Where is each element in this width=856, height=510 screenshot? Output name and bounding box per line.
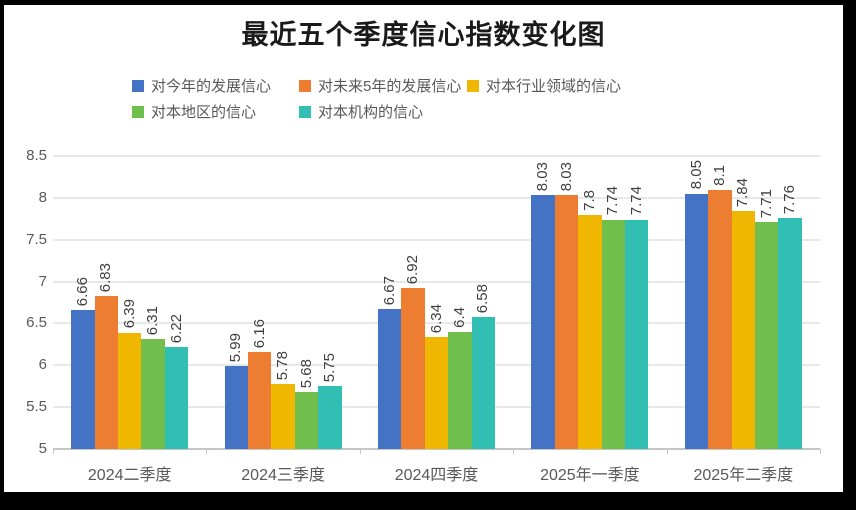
legend-swatch-icon <box>132 79 144 92</box>
bar <box>271 383 295 449</box>
x-category-label: 2024二季度 <box>87 467 172 484</box>
bar-value-label: 5.78 <box>274 350 292 380</box>
y-tick-label: 7.5 <box>26 230 47 248</box>
y-tick-label: 5.5 <box>26 398 47 416</box>
bar-value-label: 5.99 <box>227 332 245 363</box>
bar-value-label: 7.84 <box>734 178 752 208</box>
x-axis-tick <box>666 449 668 454</box>
bar-value-label: 5.68 <box>297 358 315 389</box>
gridline <box>53 196 820 199</box>
bar-value-label: 8.03 <box>557 162 575 192</box>
legend-label: 对本地区的信心 <box>151 104 257 121</box>
x-axis-tick <box>206 449 208 454</box>
bar-value-label: 8.05 <box>687 160 705 190</box>
x-category-label: 2024四季度 <box>394 467 479 484</box>
x-category-label: 2025年一季度 <box>540 467 640 484</box>
y-tick-label: 6 <box>38 356 47 374</box>
x-axis-tick <box>513 449 515 454</box>
legend-label: 对今年的发展信心 <box>151 78 272 95</box>
bar <box>471 316 495 449</box>
bar <box>401 288 425 449</box>
chart-title: 最近五个季度信心指数变化图 <box>241 20 606 51</box>
bar <box>164 346 189 449</box>
bar <box>755 222 779 449</box>
legend-swatch-icon <box>467 79 479 92</box>
bar <box>578 214 602 449</box>
bar <box>71 310 95 449</box>
legend-item: 对本地区的信心 <box>132 101 256 122</box>
y-tick-label: 8.5 <box>26 147 47 164</box>
bar-value-label: 6.4 <box>450 306 468 328</box>
y-tick-label: 8 <box>38 188 47 206</box>
bar <box>141 339 165 449</box>
bar-value-label: 6.31 <box>144 306 162 336</box>
bar <box>601 219 625 449</box>
bar <box>531 195 555 449</box>
bar <box>318 386 342 449</box>
legend-item: 对未来5年的发展信心 <box>299 75 461 96</box>
x-axis-line <box>53 448 820 450</box>
bar-value-label: 6.16 <box>250 318 268 348</box>
bar <box>248 351 272 449</box>
legend-item: 对今年的发展信心 <box>132 75 271 96</box>
chart-canvas: 最近五个季度信心指数变化图 对今年的发展信心 对未来5年的发展信心 对本行业领域的信… <box>4 5 843 492</box>
bar <box>378 309 402 449</box>
bar <box>294 392 319 449</box>
x-category-label: 2025年二季度 <box>693 467 794 484</box>
bar <box>94 295 118 449</box>
plot-area: 6.66 6.83 6.39 6.31 6.22 5.99 6.16 5.78 5.68 5.75… <box>53 155 821 454</box>
bar-value-label: 6.66 <box>73 276 91 307</box>
bar <box>424 336 449 449</box>
bar-value-label: 7.74 <box>627 186 645 216</box>
bar <box>684 193 709 449</box>
legend-item: 对本行业领域的信心 <box>467 75 621 96</box>
gridline <box>53 155 820 157</box>
legend-label: 对本行业领域的信心 <box>486 78 622 95</box>
bar <box>224 366 248 449</box>
bar <box>448 331 472 449</box>
bar-value-label: 6.67 <box>380 276 398 306</box>
y-tick-label: 5 <box>38 440 47 457</box>
bar-value-label: 6.92 <box>404 255 422 285</box>
bar-value-label: 7.71 <box>757 188 775 219</box>
y-tick-label: 6.5 <box>26 314 47 332</box>
bar-value-label: 7.74 <box>604 186 622 216</box>
legend-label: 对未来5年的发展信心 <box>318 78 462 95</box>
bar-value-label: 6.83 <box>97 262 115 292</box>
x-axis-tick <box>820 449 821 454</box>
bar-value-label: 6.58 <box>474 283 492 313</box>
bar <box>625 219 649 449</box>
bar-value-label: 7.76 <box>781 184 799 214</box>
legend-label: 对本机构的信心 <box>318 104 424 121</box>
bar-value-label: 6.39 <box>120 299 138 329</box>
y-tick-label: 7 <box>38 272 47 290</box>
gridline <box>53 280 820 283</box>
x-category-label: 2024三季度 <box>241 467 325 484</box>
gridline <box>53 322 820 325</box>
gridline <box>53 238 820 241</box>
bar-value-label: 7.8 <box>580 189 598 211</box>
bar-value-label: 8.03 <box>534 162 552 192</box>
bar <box>778 217 802 449</box>
bar-value-label: 6.34 <box>427 303 445 333</box>
bar <box>554 195 579 449</box>
legend-swatch-icon <box>132 105 144 118</box>
legend-swatch-icon <box>299 105 311 118</box>
x-axis-tick <box>53 449 54 454</box>
x-axis-tick <box>359 449 361 454</box>
bar <box>731 211 755 449</box>
legend-item: 对本机构的信心 <box>299 101 423 122</box>
bar <box>118 332 142 449</box>
legend-swatch-icon <box>299 79 311 92</box>
bar-value-label: 5.75 <box>320 353 338 383</box>
bar <box>708 189 732 449</box>
bar-value-label: 6.22 <box>167 313 185 343</box>
bar-value-label: 8.1 <box>710 164 728 186</box>
